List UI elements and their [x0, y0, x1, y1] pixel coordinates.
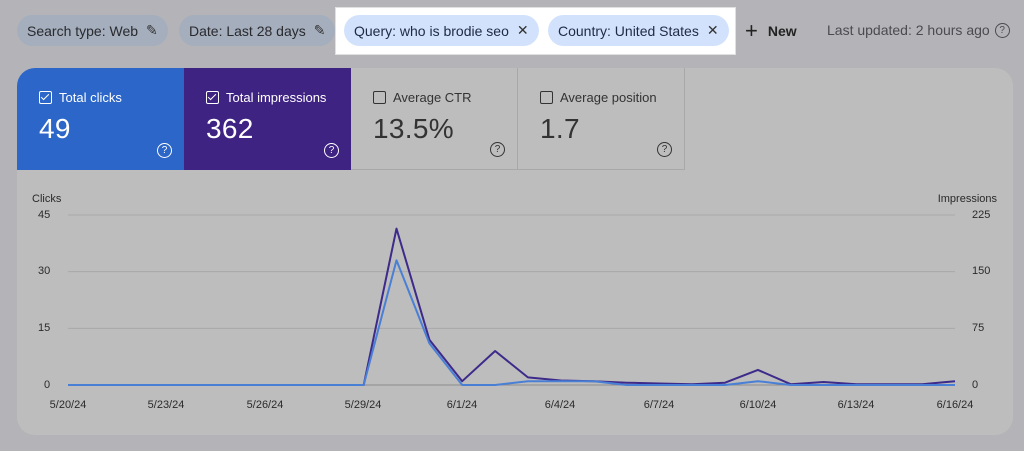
metric-value: 1.7 [540, 113, 580, 144]
new-filter-button[interactable]: + New [745, 20, 797, 42]
country-chip[interactable]: Country: United States ✕ [548, 15, 729, 46]
metric-average-ctr[interactable]: Average CTR 13.5% ? [351, 68, 518, 170]
metric-value: 362 [206, 113, 254, 144]
y-tick-left: 30 [38, 265, 51, 277]
help-icon[interactable]: ? [490, 142, 505, 157]
checkbox-icon[interactable] [206, 91, 219, 104]
y-tick-left: 15 [38, 322, 51, 334]
x-tick: 5/26/24 [246, 399, 284, 411]
last-updated-text: Last updated: 2 hours ago [827, 22, 990, 38]
x-tick: 5/23/24 [147, 399, 185, 411]
date-label: Date: Last 28 days [189, 22, 306, 39]
filter-bar: Search type: Web ✎ Date: Last 28 days ✎ … [0, 0, 1024, 62]
y-axis-left-label: Clicks [32, 193, 62, 205]
metric-label: Total clicks [59, 90, 122, 105]
x-tick: 6/7/24 [643, 399, 675, 411]
y-tick-left: 0 [44, 379, 51, 391]
x-tick: 6/4/24 [544, 399, 576, 411]
close-icon[interactable]: ✕ [516, 22, 529, 38]
close-icon[interactable]: ✕ [706, 22, 719, 38]
x-tick: 5/29/24 [344, 399, 382, 411]
checkbox-icon[interactable] [39, 91, 52, 104]
x-tick: 6/10/24 [739, 399, 777, 411]
search-type-chip[interactable]: Search type: Web ✎ [17, 15, 168, 46]
checkbox-icon[interactable] [373, 91, 386, 104]
metric-label: Average position [560, 90, 657, 105]
performance-chart[interactable] [17, 68, 1013, 435]
x-tick: 6/16/24 [936, 399, 974, 411]
metric-average-position[interactable]: Average position 1.7 ? [518, 68, 685, 170]
metric-label: Average CTR [393, 90, 472, 105]
query-chip[interactable]: Query: who is brodie seo ✕ [344, 15, 539, 46]
x-tick: 5/20/24 [49, 399, 87, 411]
country-label: Country: United States [558, 22, 699, 39]
y-tick-right: 0 [972, 379, 979, 391]
help-icon[interactable]: ? [657, 142, 672, 157]
performance-card: Total clicks 49 ? Total impressions 362 … [17, 68, 1013, 435]
y-tick-right: 225 [972, 209, 991, 221]
date-chip[interactable]: Date: Last 28 days ✎ [179, 15, 336, 46]
checkbox-icon[interactable] [540, 91, 553, 104]
metric-label: Total impressions [226, 90, 327, 105]
y-tick-right: 150 [972, 265, 991, 277]
help-icon[interactable]: ? [157, 143, 172, 158]
y-tick-left: 45 [38, 209, 51, 221]
help-icon[interactable]: ? [324, 143, 339, 158]
last-updated: Last updated: 2 hours ago ? [827, 22, 1010, 38]
metric-value: 49 [39, 113, 71, 144]
new-filter-label: New [767, 23, 797, 39]
x-tick: 6/1/24 [446, 399, 478, 411]
impressions-series-line [68, 227, 956, 386]
metric-total-impressions[interactable]: Total impressions 362 ? [184, 68, 351, 170]
y-tick-right: 75 [972, 322, 985, 334]
pencil-icon: ✎ [313, 22, 326, 38]
pencil-icon: ✎ [146, 22, 158, 38]
metric-total-clicks[interactable]: Total clicks 49 ? [17, 68, 184, 170]
search-type-label: Search type: Web [27, 22, 139, 39]
plus-icon: + [745, 18, 758, 43]
x-tick: 6/13/24 [837, 399, 875, 411]
help-icon[interactable]: ? [994, 22, 1010, 38]
query-label: Query: who is brodie seo [354, 22, 509, 39]
metric-value: 13.5% [373, 113, 454, 144]
clicks-series-line [68, 259, 955, 386]
y-axis-right-label: Impressions [937, 193, 997, 205]
